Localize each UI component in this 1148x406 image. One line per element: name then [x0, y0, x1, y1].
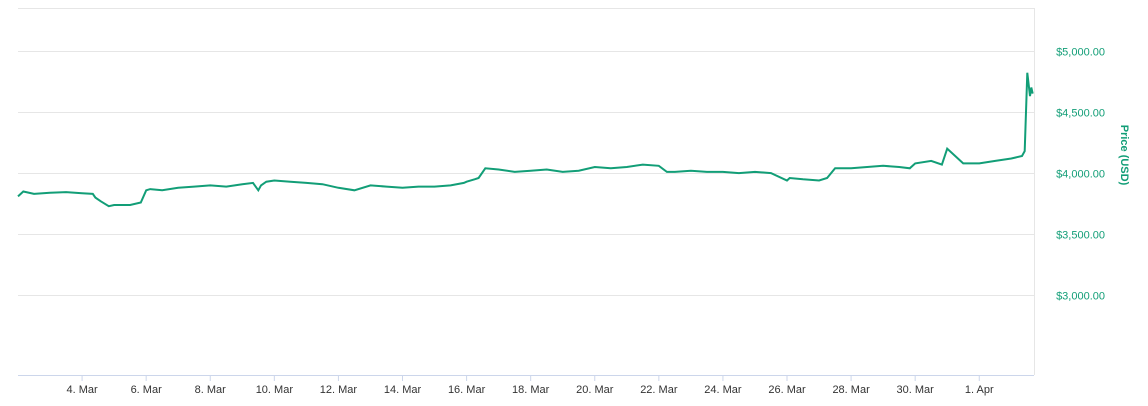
x-axis-tick-labels: 4. Mar 6. Mar 8. Mar 10. Mar 12. Mar 14. Mar 1… [66, 384, 993, 396]
x-tick-label: 14. Mar [384, 384, 422, 396]
price-series-line [17, 72, 1034, 208]
x-tick-label: 20. Mar [576, 384, 614, 396]
x-tick-label: 6. Mar [131, 384, 163, 396]
x-tick-label: 22. Mar [640, 384, 678, 396]
x-tick-label: 16. Mar [448, 384, 486, 396]
y-tick-label: $5,000.00 [1056, 47, 1105, 59]
x-tick-label: 8. Mar [195, 384, 227, 396]
grid-lines [18, 8, 1034, 296]
y-axis-title: Price (USD) [1118, 125, 1130, 186]
x-tick-label: 10. Mar [256, 384, 294, 396]
x-tick-label: 28. Mar [832, 384, 870, 396]
x-tick-label: 4. Mar [66, 384, 98, 396]
x-tick-label: 24. Mar [704, 384, 742, 396]
x-tick-label: 26. Mar [768, 384, 806, 396]
y-tick-label: $3,000.00 [1056, 291, 1105, 303]
y-tick-label: $4,500.00 [1056, 108, 1105, 120]
x-tick-label: 12. Mar [320, 384, 358, 396]
x-tick-label: 1. Apr [965, 384, 994, 396]
y-tick-label: $3,500.00 [1056, 230, 1105, 242]
y-tick-label: $4,000.00 [1056, 169, 1105, 181]
x-axis [18, 8, 1035, 381]
y-axis-tick-labels: $3,000.00 $3,500.00 $4,000.00 $4,500.00 $5,0… [1056, 47, 1105, 303]
x-tick-label: 30. Mar [897, 384, 935, 396]
x-tick-label: 18. Mar [512, 384, 550, 396]
